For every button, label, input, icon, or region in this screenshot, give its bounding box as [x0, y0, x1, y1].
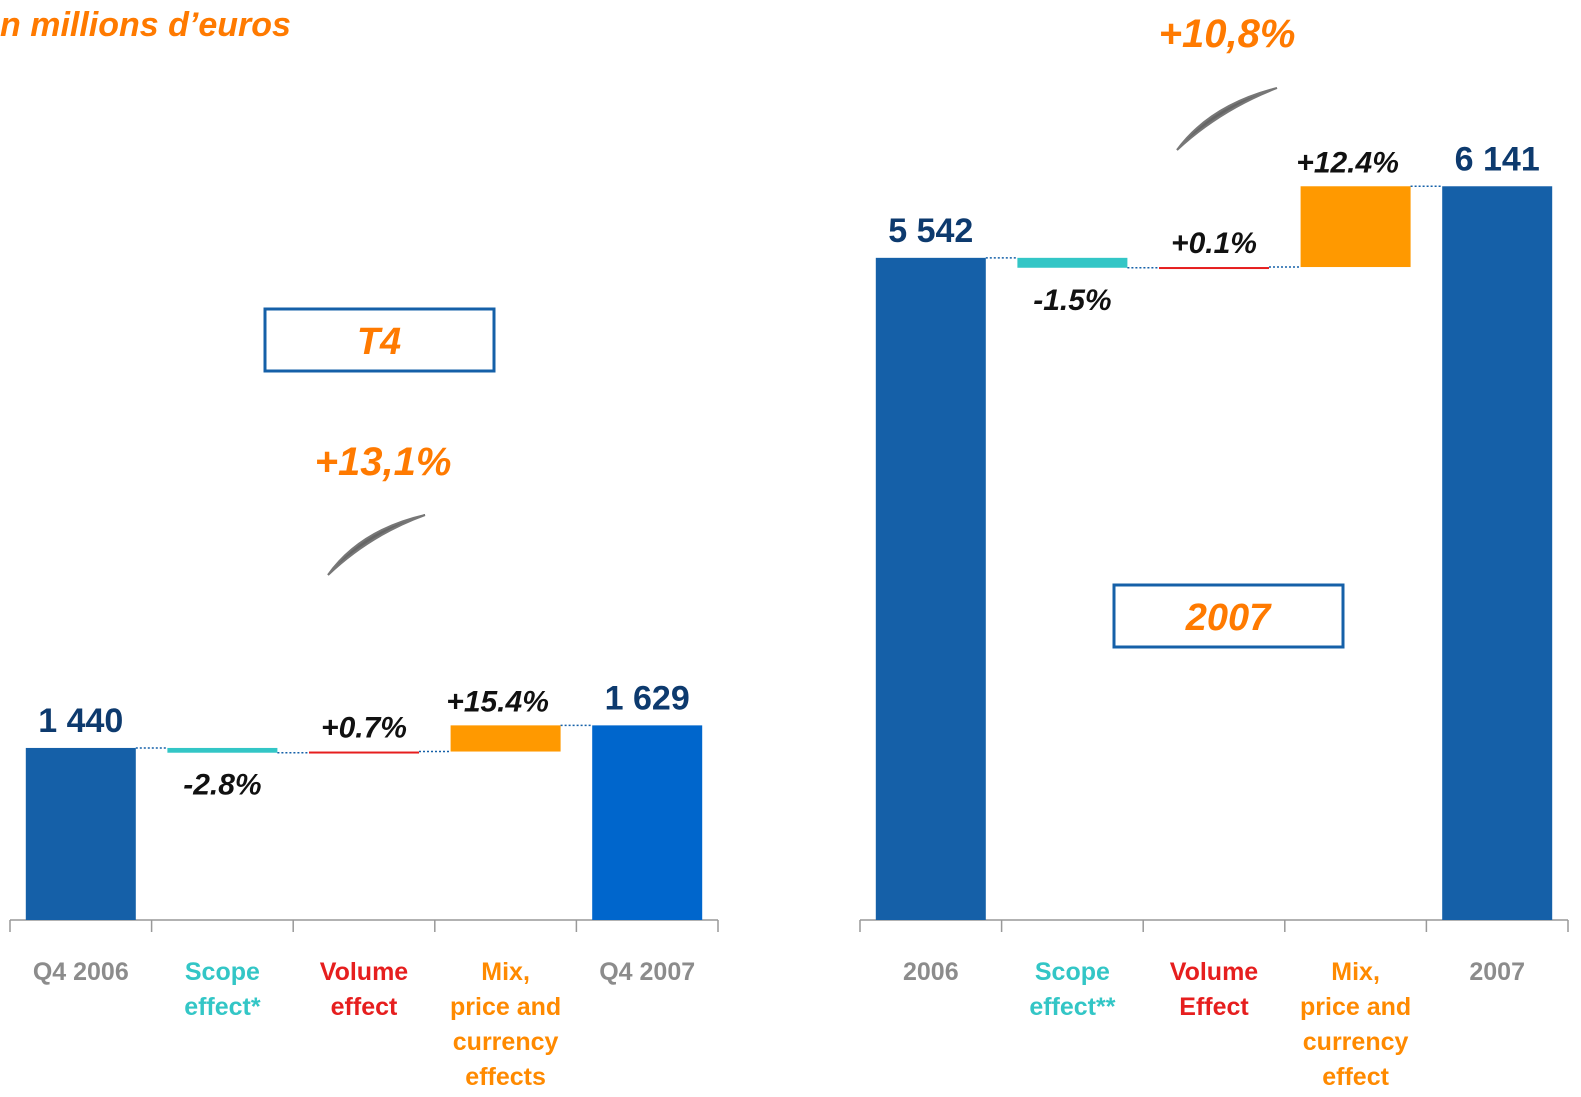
x-tick-label: effect**: [1029, 993, 1115, 1021]
x-tick-label: currency: [1303, 1028, 1409, 1056]
x-tick-label: 2007: [1469, 958, 1525, 986]
value-label: 1 629: [605, 679, 690, 717]
change-label: +0.7%: [321, 712, 407, 745]
change-label: +12.4%: [1296, 146, 1399, 179]
period-label: 2007: [1185, 597, 1272, 639]
x-tick-label: price and: [450, 993, 561, 1021]
x-tick-label: Q4 2007: [599, 958, 695, 986]
bar: [1442, 186, 1553, 920]
bar: [875, 257, 986, 920]
growth-label: +10,8%: [1159, 12, 1296, 56]
bar: [592, 725, 703, 920]
bar: [309, 751, 419, 754]
bar: [1159, 267, 1269, 270]
change-label: +15.4%: [446, 685, 549, 718]
change-label: -1.5%: [1033, 284, 1111, 317]
value-label: 6 141: [1455, 140, 1540, 178]
change-label: -2.8%: [183, 769, 261, 802]
x-tick-label: Mix,: [1331, 958, 1380, 986]
change-label: +0.1%: [1171, 227, 1257, 260]
x-tick-label: currency: [453, 1028, 559, 1056]
bar: [25, 747, 136, 920]
x-tick-label: Effect: [1179, 993, 1249, 1021]
x-tick-label: effect: [1322, 1063, 1389, 1091]
x-tick-label: effects: [465, 1063, 546, 1091]
bar: [450, 725, 561, 752]
x-tick-label: Scope: [1035, 958, 1110, 986]
x-tick-label: Scope: [185, 958, 260, 986]
growth-label: +13,1%: [315, 440, 452, 484]
unit-note: n millions d’euros: [0, 6, 291, 44]
x-tick-label: effect: [331, 993, 398, 1021]
x-tick-label: Volume: [320, 958, 409, 986]
growth-arrow: [1176, 87, 1278, 151]
period-label: T4: [357, 321, 401, 363]
x-tick-label: effect*: [184, 993, 261, 1021]
period-box: [263, 307, 496, 373]
bar: [167, 747, 278, 753]
x-tick-label: 2006: [903, 958, 959, 986]
x-tick-label: price and: [1300, 993, 1411, 1021]
x-tick-label: Mix,: [481, 958, 530, 986]
x-tick-label: Volume: [1170, 958, 1259, 986]
value-label: 1 440: [38, 702, 123, 740]
value-label: 5 542: [888, 212, 973, 250]
x-tick-label: Q4 2006: [33, 958, 129, 986]
bar: [1300, 186, 1411, 268]
growth-arrow: [327, 514, 426, 576]
period-box: [1112, 583, 1345, 649]
bar: [1017, 257, 1128, 268]
